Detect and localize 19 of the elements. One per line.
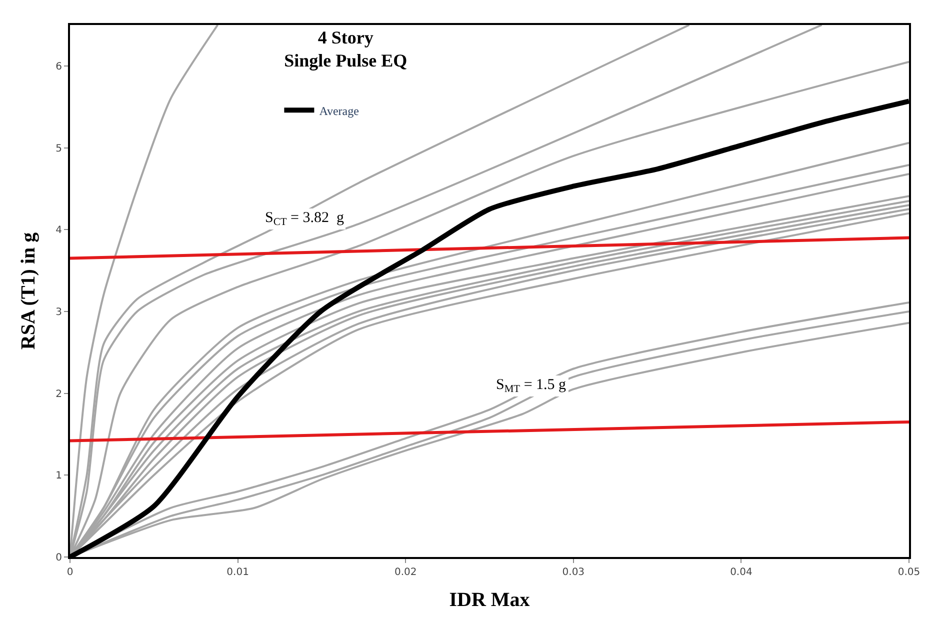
x-tick-label: 0 <box>66 567 74 578</box>
annotation: S$_{CT}$ = 3.82 g <box>265 210 344 228</box>
y-tick-label: 4 <box>56 225 62 236</box>
x-tick-label: 0.02 <box>394 567 417 578</box>
y-tick-label: 6 <box>56 61 62 72</box>
x-axis-title: IDR Max <box>449 589 530 611</box>
x-tick-label: 0.05 <box>898 567 920 578</box>
annotation: S$_{MT}$ = 1.5 g <box>496 377 567 396</box>
x-tick-label: 0.04 <box>730 567 752 578</box>
y-tick-label: 5 <box>56 143 62 154</box>
text: 4 Story Single Pulse EQ <box>284 27 408 71</box>
y-tick-label: 2 <box>56 388 62 400</box>
y-axis-title: RSA (T1) in g <box>18 232 40 350</box>
y-tick-label: 1 <box>56 470 62 482</box>
x-tick-label: 0.01 <box>226 567 249 578</box>
legend-label: Average <box>319 104 359 118</box>
y-tick-label: 3 <box>56 306 62 318</box>
y-tick-label: 0 <box>56 552 62 564</box>
x-tick-label: 0.03 <box>562 567 585 578</box>
